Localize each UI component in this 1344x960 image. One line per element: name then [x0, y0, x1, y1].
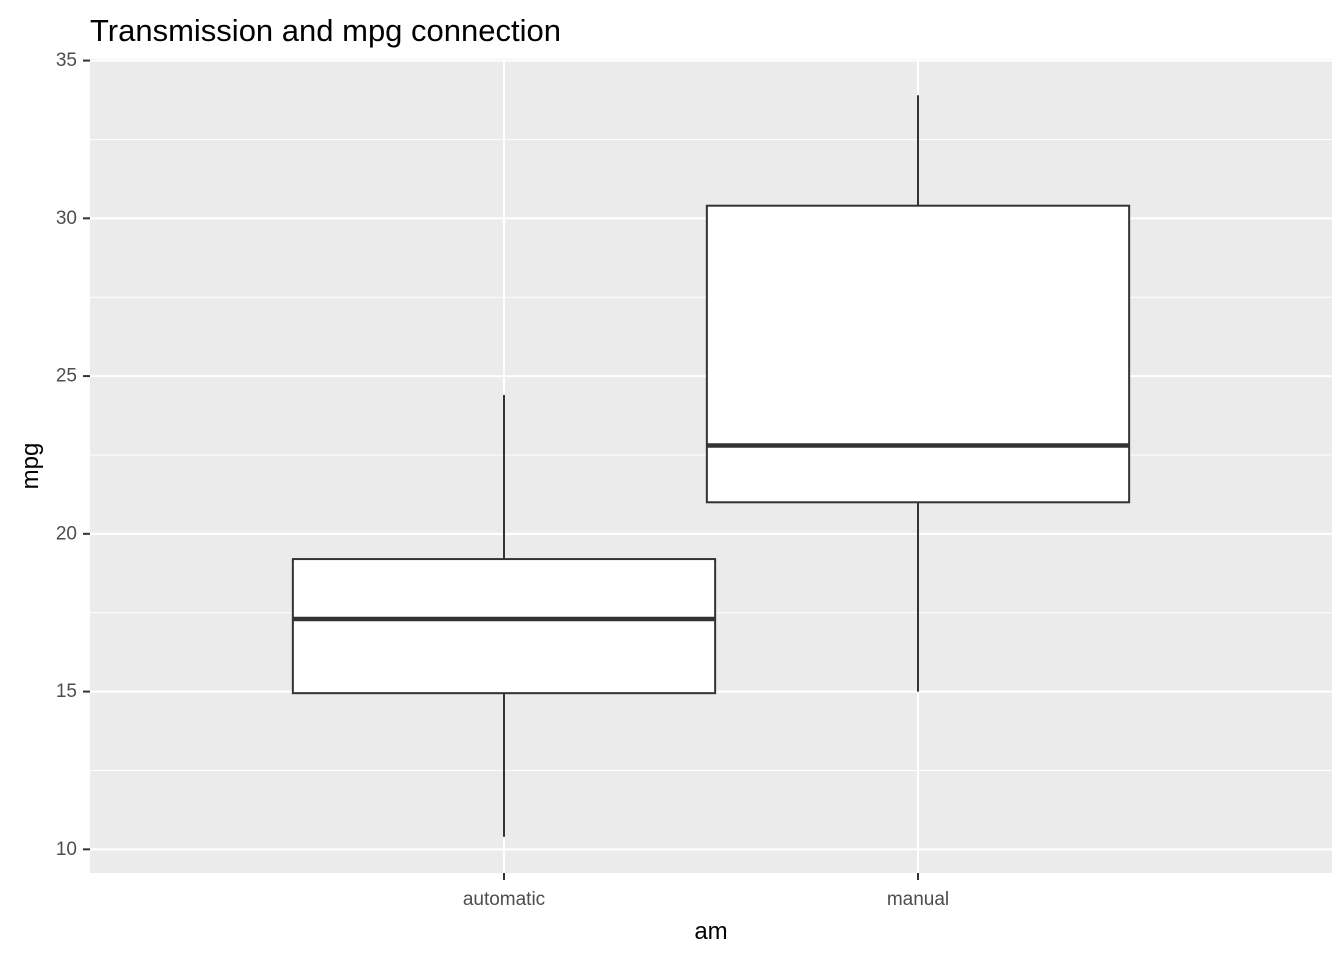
y-tick-label: 10 — [56, 839, 77, 860]
x-tick-label: manual — [887, 889, 949, 910]
y-tick-label: 30 — [56, 208, 77, 229]
x-axis: automatic manual — [463, 873, 949, 910]
y-tick-label: 25 — [56, 366, 77, 387]
box-iqr — [291, 558, 717, 695]
box-manual — [705, 95, 1131, 692]
y-tick-label: 15 — [56, 681, 77, 702]
box-iqr — [705, 204, 1131, 504]
y-tick-label: 20 — [56, 523, 77, 544]
y-axis: 10 15 20 25 30 35 — [56, 50, 90, 860]
x-axis-title: am — [694, 918, 727, 945]
box-layer — [291, 95, 1131, 837]
box-automatic — [291, 395, 717, 837]
chart-title: Transmission and mpg connection — [90, 13, 561, 48]
y-axis-title: mpg — [17, 443, 44, 490]
x-tick-label: automatic — [463, 889, 545, 910]
y-tick-label: 35 — [56, 50, 77, 71]
